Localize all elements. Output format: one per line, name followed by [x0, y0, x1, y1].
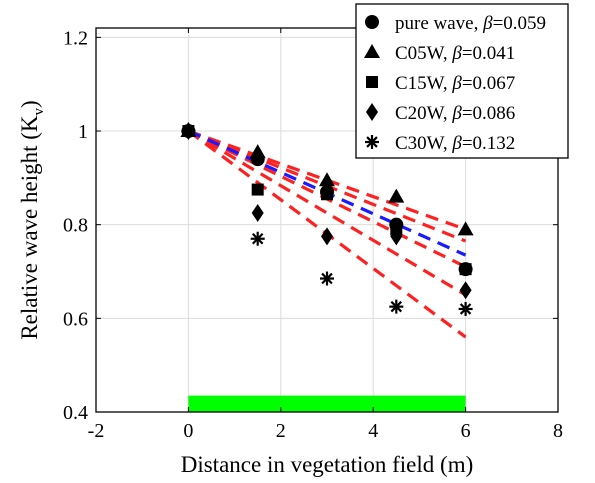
- data-point-c05w-shape: [457, 221, 474, 236]
- legend-marker-c05w: [364, 44, 380, 58]
- legend-marker-c05w-shape: [364, 44, 380, 58]
- data-point-c30w-stroke: [459, 303, 472, 315]
- data-point-c30w-stroke: [390, 300, 403, 313]
- data-point-c05w: [388, 188, 405, 203]
- legend-entry-c20w: C20W, β=0.086: [395, 103, 515, 124]
- legend-marker-c15w: [366, 76, 378, 88]
- data-point-c30w-stroke: [321, 272, 333, 285]
- legend-marker-c20w-shape: [366, 103, 378, 121]
- y-tick-label: 0.6: [63, 308, 88, 330]
- y-axis-title-close: ): [17, 100, 42, 108]
- data-point-c30w: [320, 271, 334, 286]
- data-point-c20w: [321, 227, 333, 246]
- x-tick-label: 6: [461, 420, 471, 442]
- vegetation-bar-layer: [188, 395, 466, 412]
- x-tick-label: -2: [88, 420, 105, 442]
- data-point-c20w-shape: [459, 281, 472, 300]
- legend-marker-c20w: [366, 103, 378, 121]
- ticks: -2 0 2 4 6 8 0.4 0.6 0.8 1 1.2: [63, 27, 563, 442]
- y-tick-label: 0.4: [63, 402, 88, 424]
- data-point-c05w-shape: [319, 172, 335, 187]
- legend: pure wave, β=0.059 C05W, β=0.041 C15W, β…: [355, 3, 569, 159]
- data-point-c05w-shape: [249, 144, 266, 159]
- data-point-c30w-stroke: [182, 125, 195, 137]
- x-axis-title: Distance in vegetation field (m): [181, 452, 474, 477]
- legend-box: [355, 3, 569, 159]
- data-point-c30w: [389, 299, 404, 314]
- legend-entry-pure-wave: pure wave, β=0.059: [395, 13, 546, 34]
- y-tick-label: 0.8: [63, 215, 88, 237]
- legend-marker-c30w-stroke: [366, 136, 378, 148]
- x-tick-label: 2: [276, 420, 286, 442]
- x-tick-label: 4: [368, 420, 378, 442]
- y-tick-label: 1.2: [63, 27, 88, 49]
- data-point-c30w: [458, 301, 473, 316]
- data-point-c15w-shape: [251, 183, 264, 196]
- vegetation-bar: [188, 395, 466, 412]
- data-point-c15w: [321, 188, 333, 201]
- data-point-c05w: [457, 221, 474, 236]
- legend-marker-pure-wave-shape: [365, 15, 379, 29]
- legend-entry-c05w: C05W, β=0.041: [395, 43, 515, 64]
- legend-marker-c15w-shape: [366, 76, 378, 88]
- legend-entry-c30w: C30W, β=0.132: [395, 133, 515, 154]
- data-point-c30w: [250, 231, 265, 246]
- data-point-c15w-shape: [321, 188, 333, 201]
- legend-marker-c30w: [365, 135, 379, 149]
- y-axis-title: Relative wave height (Kv): [17, 100, 47, 339]
- data-point-c30w: [181, 124, 196, 139]
- data-point-c15w-shape: [459, 263, 472, 276]
- data-point-c05w: [319, 172, 335, 187]
- data-point-c05w: [249, 144, 266, 159]
- legend-entry-c15w: C15W, β=0.067: [395, 73, 515, 94]
- data-point-c20w: [459, 281, 472, 300]
- x-tick-label: 0: [183, 420, 193, 442]
- data-point-c15w: [459, 263, 472, 276]
- x-tick-label: 8: [553, 420, 563, 442]
- plot-frame: [95, 27, 559, 413]
- data-point-c05w-shape: [388, 188, 405, 203]
- data-points: [180, 122, 474, 316]
- legend-marker-pure-wave: [365, 15, 379, 29]
- data-point-c20w-shape: [321, 227, 333, 246]
- y-axis-title-subscript: v: [31, 108, 47, 116]
- data-point-c20w-shape: [390, 227, 403, 246]
- data-point-c30w-stroke: [251, 233, 264, 245]
- data-point-c15w: [251, 183, 264, 196]
- fit-line-3: [187, 129, 467, 297]
- data-point-c20w: [251, 203, 264, 222]
- y-tick-label: 1: [78, 121, 88, 143]
- data-point-c20w-shape: [251, 203, 264, 222]
- legend-markers: [364, 15, 380, 149]
- data-point-c20w: [390, 227, 403, 246]
